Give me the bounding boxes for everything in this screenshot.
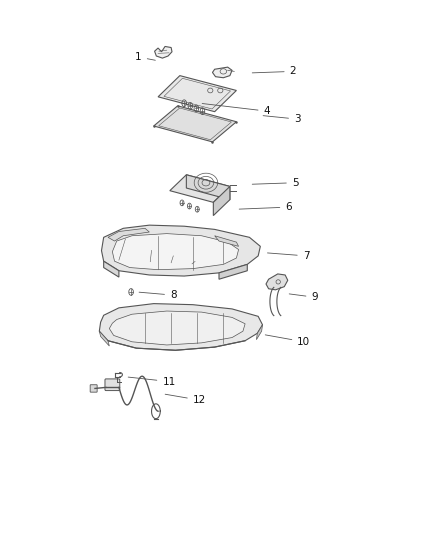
Polygon shape xyxy=(256,325,262,340)
Text: 9: 9 xyxy=(289,292,318,302)
Text: 12: 12 xyxy=(165,394,206,405)
FancyBboxPatch shape xyxy=(90,385,97,392)
Polygon shape xyxy=(186,175,230,200)
Polygon shape xyxy=(99,304,262,350)
Text: 11: 11 xyxy=(128,376,176,386)
FancyBboxPatch shape xyxy=(105,379,120,391)
Text: 4: 4 xyxy=(202,103,270,116)
Polygon shape xyxy=(154,106,237,142)
Polygon shape xyxy=(113,233,239,270)
Polygon shape xyxy=(108,228,149,241)
Polygon shape xyxy=(213,187,230,216)
Polygon shape xyxy=(155,46,172,58)
Text: 8: 8 xyxy=(139,290,177,300)
Polygon shape xyxy=(158,76,237,112)
Polygon shape xyxy=(104,261,119,277)
Polygon shape xyxy=(170,175,230,203)
Polygon shape xyxy=(266,274,288,290)
Text: 7: 7 xyxy=(268,251,309,261)
Polygon shape xyxy=(219,264,247,279)
Polygon shape xyxy=(110,311,245,345)
Text: 3: 3 xyxy=(263,114,300,124)
Polygon shape xyxy=(99,331,110,346)
Polygon shape xyxy=(102,225,260,276)
Text: 6: 6 xyxy=(239,202,292,212)
Polygon shape xyxy=(215,236,239,246)
Polygon shape xyxy=(212,67,232,78)
Text: 5: 5 xyxy=(252,177,298,188)
Text: 10: 10 xyxy=(265,335,311,347)
Text: 1: 1 xyxy=(135,52,155,62)
Text: 2: 2 xyxy=(252,67,296,76)
